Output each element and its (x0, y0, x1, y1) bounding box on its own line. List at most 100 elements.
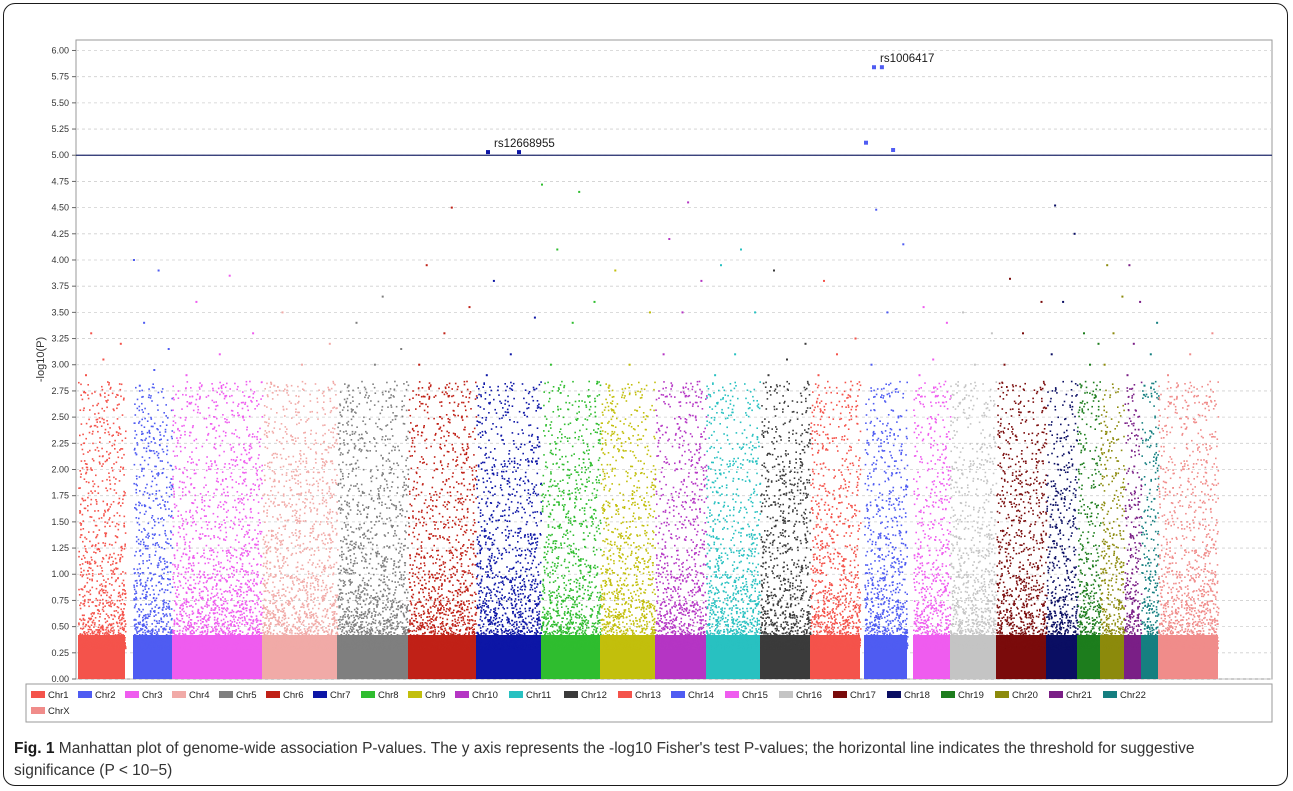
data-point (120, 603, 122, 605)
data-point (196, 464, 198, 466)
data-point (251, 539, 254, 541)
data-point (304, 535, 306, 537)
data-point (87, 647, 89, 650)
data-point (237, 634, 239, 636)
data-point (242, 641, 244, 644)
data-point (329, 643, 332, 645)
data-point (327, 559, 329, 562)
data-point (233, 566, 235, 569)
data-point (147, 522, 150, 525)
data-point (168, 578, 170, 581)
data-point (118, 641, 121, 644)
data-point (211, 549, 213, 552)
data-point (87, 397, 90, 400)
data-point (177, 531, 180, 534)
data-point (179, 559, 182, 562)
data-point (287, 394, 290, 396)
data-point (248, 415, 251, 418)
data-point (210, 644, 213, 647)
data-point (102, 641, 105, 644)
data-point (287, 637, 290, 640)
data-point (199, 644, 201, 647)
data-point (179, 620, 182, 622)
data-point (141, 624, 144, 626)
data-point (246, 622, 249, 624)
data-point (87, 601, 90, 604)
y-tick-label: 1.50 (51, 517, 69, 527)
data-point (193, 642, 196, 644)
data-point (87, 640, 89, 643)
data-point (148, 388, 150, 390)
data-point (162, 600, 164, 602)
data-point (298, 460, 301, 462)
data-point (200, 613, 202, 615)
data-point (269, 602, 271, 604)
data-point (164, 428, 167, 431)
data-point (284, 528, 286, 530)
data-point (302, 640, 305, 643)
data-point (251, 626, 254, 629)
data-point (213, 427, 215, 430)
data-point (138, 405, 141, 408)
data-point (229, 611, 232, 614)
data-point (231, 464, 234, 466)
data-point (153, 534, 156, 536)
data-point (207, 432, 210, 435)
data-point (189, 641, 191, 644)
y-tick-label: 0.50 (51, 622, 69, 632)
data-point (85, 422, 88, 425)
data-point (326, 608, 329, 611)
data-point (116, 404, 119, 406)
data-point (82, 643, 85, 646)
data-point (89, 449, 91, 452)
data-point (168, 495, 171, 498)
data-point (258, 552, 260, 555)
data-point (312, 607, 314, 610)
data-point (162, 643, 164, 645)
data-point (294, 596, 297, 598)
data-point (163, 548, 166, 550)
data-point (178, 625, 181, 627)
data-point (92, 632, 95, 634)
data-point (99, 638, 102, 640)
data-point (234, 616, 237, 618)
data-point (101, 560, 103, 563)
data-point (271, 643, 274, 645)
data-point (150, 629, 153, 632)
data-point (229, 546, 232, 548)
data-point (104, 592, 106, 594)
data-point (211, 588, 214, 590)
data-point (164, 530, 166, 532)
data-point (310, 576, 313, 578)
data-point (177, 439, 179, 442)
data-point (213, 536, 216, 539)
data-point (82, 623, 84, 626)
data-point (98, 592, 101, 595)
data-point (185, 374, 188, 377)
data-point (227, 629, 230, 632)
data-point (289, 486, 292, 489)
data-point (160, 618, 163, 621)
data-point (171, 617, 173, 620)
data-point (264, 502, 267, 504)
data-point (86, 560, 89, 563)
data-point (185, 646, 187, 648)
data-point (169, 614, 172, 617)
data-point (113, 514, 116, 517)
data-point (303, 578, 305, 581)
data-point (169, 562, 172, 564)
data-point (239, 610, 242, 613)
data-point (253, 646, 256, 649)
data-point (174, 646, 176, 649)
data-point (156, 473, 158, 475)
data-point (327, 386, 329, 389)
data-point (215, 633, 217, 635)
data-point (190, 401, 193, 404)
data-point (138, 523, 141, 526)
data-point (292, 625, 294, 628)
data-point (242, 608, 245, 611)
data-point (288, 602, 290, 604)
data-point (328, 623, 331, 625)
data-point (189, 632, 192, 634)
data-point (225, 511, 228, 513)
